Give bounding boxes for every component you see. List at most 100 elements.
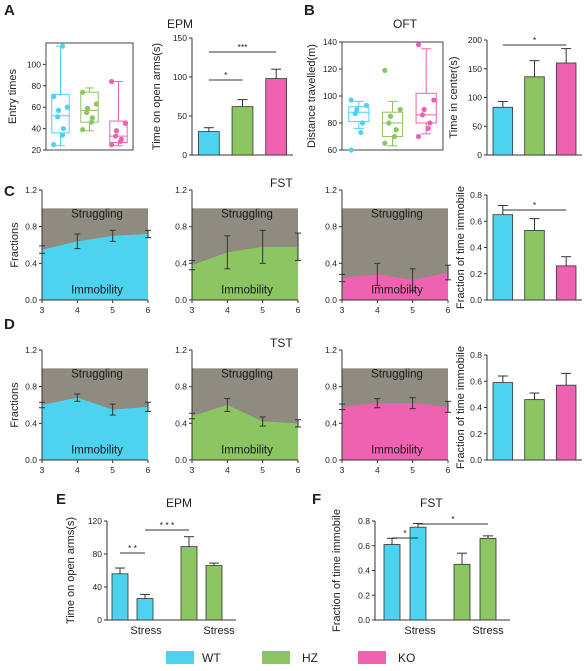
D-area-hz-x-tick-label: 3: [190, 465, 195, 475]
B-box-y-tick-label: 60: [328, 145, 338, 155]
D-area-hz-x-tick-label: 4: [225, 465, 230, 475]
B-box-point-ko: [431, 97, 437, 103]
B-box-y-tick-label: 100: [323, 91, 337, 101]
D-area-ko-x-tick-label: 4: [375, 465, 380, 475]
C-area-hz-x-tick-label: 6: [296, 305, 301, 315]
C-bar-y-tick-label: 0.0: [470, 295, 482, 305]
D-area-hz-y-tick-label: 1.2: [175, 345, 187, 355]
C-bar-y-tick-label: 0.2: [470, 269, 482, 279]
F-bar-bar-wt: [383, 544, 401, 621]
F-bar-y-tick-label: 0.0: [358, 615, 370, 625]
B-box-point-wt: [348, 147, 354, 153]
D-area-y-axis-label: Fractions: [9, 382, 21, 428]
C-area-wt-x-tick-label: 3: [40, 305, 45, 315]
B-bar-y-tick-label: 150: [468, 64, 482, 74]
A-box-y-tick-label: 40: [32, 124, 42, 134]
D-area-wt-struggling-label: Struggling: [71, 369, 123, 381]
F-bar-y-tick-label: 0.2: [358, 590, 370, 600]
C-bar-bar-ko: [555, 265, 577, 301]
F-bar-bar-wt: [409, 526, 427, 621]
B-box-point-ko: [421, 106, 427, 113]
B-box-point-wt: [358, 129, 364, 136]
C-bar-y-tick-label: 0.6: [470, 216, 482, 226]
D-area-ko-y-tick-label: 0.8: [325, 382, 337, 392]
C-area-wt-struggling-label: Struggling: [71, 209, 123, 221]
A-box-point-ko: [109, 142, 115, 148]
B-box-y-tick-label: 120: [323, 64, 337, 74]
A-box-y-axis-label: Entry times: [7, 68, 19, 124]
D-area-wt-x-tick-label: 3: [40, 465, 45, 475]
A-box-point-wt: [51, 93, 57, 100]
B-bar-y-tick-label: 200: [468, 35, 482, 45]
A-box-point-wt: [59, 132, 66, 138]
C-area-ko-struggling-label: Struggling: [371, 209, 423, 221]
D-area-ko-immobility-label: Immobility: [371, 445, 423, 457]
C-bar-significance-label: *: [533, 200, 537, 210]
D-bar-y-tick-label: 0.6: [470, 376, 482, 386]
C-area-ko-y-tick-label: 0.0: [325, 295, 337, 305]
B-box-point-wt: [348, 97, 354, 103]
A-bar-bar-wt: [197, 131, 220, 156]
A-bar-y-tick-label: 150: [173, 33, 187, 43]
C-area-hz-y-tick-label: 0.0: [175, 295, 187, 305]
A-box-box-wt: [51, 93, 70, 134]
C-area-hz-y-tick-label: 0.8: [175, 222, 187, 232]
legend-label-ko: KO: [398, 651, 415, 665]
A-box-point-hz: [84, 105, 91, 111]
C-area-wt-y-tick-label: 0.0: [25, 295, 37, 305]
C-area-ko-x-tick-label: 5: [410, 305, 415, 315]
F-bar-y-tick-label: 0.4: [358, 566, 370, 576]
B-bar-y-tick-label: 50: [473, 121, 483, 131]
B-box-point-hz: [382, 67, 388, 73]
D-bar-bar-ko: [555, 384, 577, 461]
D-area-ko-x-tick-label: 3: [340, 465, 345, 475]
D-area-wt-x-tick-label: 4: [75, 465, 80, 475]
B-box-y-tick-label: 140: [323, 37, 337, 47]
D-area-wt-y-tick-label: 0.0: [25, 455, 37, 465]
F-bar-bar-hz: [453, 563, 471, 621]
panel-c-title: FST: [270, 176, 293, 190]
A-box-point-hz: [88, 119, 95, 125]
panel-label-d: D: [4, 316, 15, 333]
C-area-ko-x-tick-label: 3: [340, 305, 345, 315]
B-box-point-hz: [393, 127, 399, 133]
B-box-plot-frame: [341, 41, 444, 151]
A-box-point-ko: [118, 136, 124, 142]
E-bar-bar-wt: [111, 573, 129, 621]
B-box-point-hz: [382, 140, 388, 146]
D-area-ko-y-tick-label: 0.0: [325, 455, 337, 465]
B-bar-y-tick-label: 100: [468, 93, 482, 103]
A-box-point-hz: [84, 109, 90, 116]
legend-label-wt: WT: [202, 651, 221, 665]
E-bar-bar-wt: [136, 598, 154, 621]
C-bar-y-axis-label: Fraction of time immobile: [455, 186, 467, 309]
A-box-y-tick-label: 20: [32, 145, 42, 155]
A-box-point-wt: [51, 142, 57, 148]
D-area-wt-x-tick-label: 6: [146, 465, 151, 475]
B-box-point-wt: [359, 120, 366, 126]
C-bar-bar-wt: [492, 214, 514, 301]
B-box-y-axis-label: Distance travelled(m): [306, 44, 318, 148]
D-area-wt-y-tick-label: 1.2: [25, 345, 37, 355]
F-bar-group-label: Stress: [404, 625, 436, 637]
D-area-hz-y-tick-label: 0.0: [175, 455, 187, 465]
legend-swatch-wt: [166, 651, 194, 664]
B-box-point-wt: [352, 110, 358, 117]
B-box-point-ko: [427, 120, 433, 126]
A-box-point-wt: [59, 43, 66, 49]
D-bar-y-tick-label: 0.4: [470, 403, 482, 413]
legend-label-hz: HZ: [302, 651, 318, 665]
E-bar-group-label: Stress: [203, 625, 235, 637]
B-box-point-wt: [354, 106, 360, 113]
C-bar-bar-hz: [524, 230, 545, 301]
C-area-hz-x-tick-label: 4: [225, 305, 230, 315]
A-box-point-hz: [89, 115, 95, 121]
B-bar-bar-hz: [524, 76, 545, 156]
D-area-ko-y-tick-label: 1.2: [325, 345, 337, 355]
panel-b-title: OFT: [393, 17, 418, 31]
D-bar-y-axis-label: Fraction of time immobile: [455, 346, 467, 469]
D-area-ko-y-tick-label: 0.4: [325, 418, 337, 428]
A-bar-y-tick-label: 50: [178, 111, 188, 121]
A-box-point-ko: [109, 78, 115, 85]
A-box-point-ko: [113, 128, 120, 134]
